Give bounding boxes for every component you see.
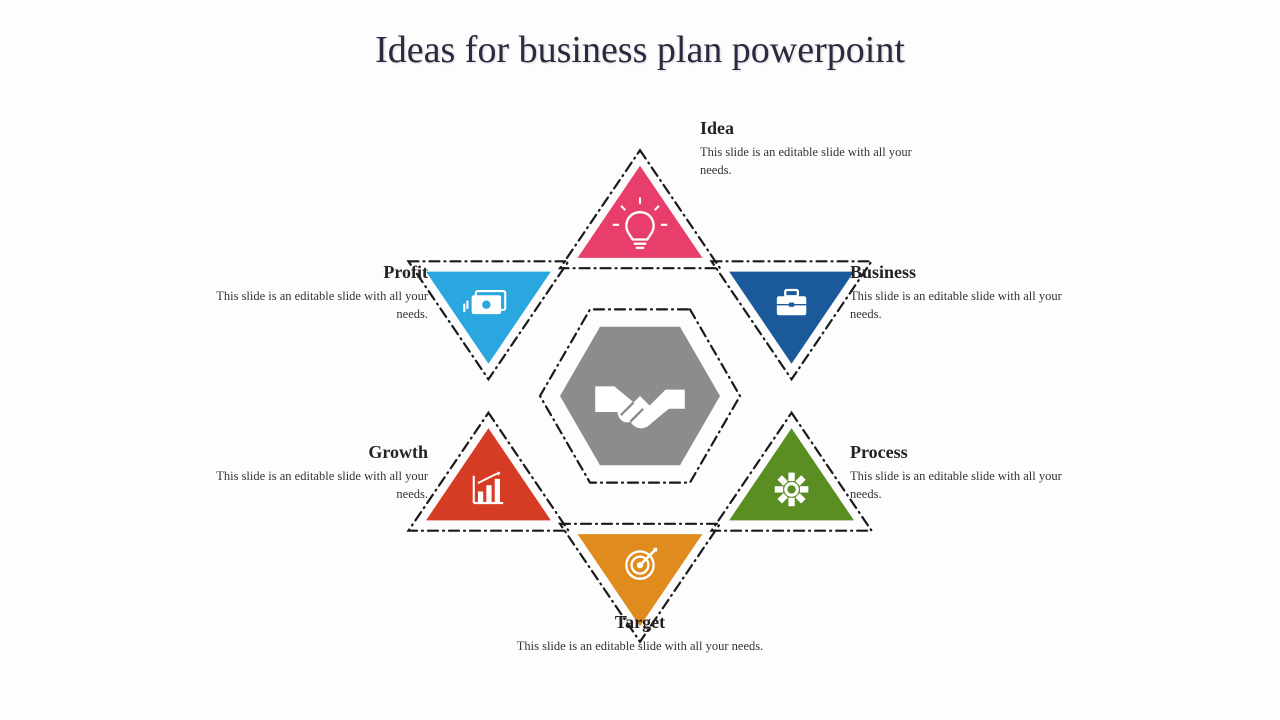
label-profit: Profit This slide is an editable slide w… [208, 262, 428, 323]
star-diagram [360, 116, 920, 676]
label-business: Business This slide is an editable slide… [850, 262, 1070, 323]
label-target-title: Target [510, 612, 770, 633]
inner-triangle-1 [729, 272, 854, 364]
label-growth-desc: This slide is an editable slide with all… [208, 467, 428, 503]
label-profit-title: Profit [208, 262, 428, 283]
gear-icon [775, 473, 809, 507]
label-process: Process This slide is an editable slide … [850, 442, 1070, 503]
label-business-title: Business [850, 262, 1070, 283]
label-growth-title: Growth [208, 442, 428, 463]
label-idea-desc: This slide is an editable slide with all… [700, 143, 920, 179]
inner-triangle-4 [426, 428, 551, 520]
label-process-desc: This slide is an editable slide with all… [850, 467, 1070, 503]
label-idea-title: Idea [700, 118, 920, 139]
slide-title: Ideas for business plan powerpoint [0, 28, 1280, 72]
inner-triangle-5 [426, 272, 551, 364]
label-growth: Growth This slide is an editable slide w… [208, 442, 428, 503]
label-business-desc: This slide is an editable slide with all… [850, 287, 1070, 323]
label-target: Target This slide is an editable slide w… [510, 612, 770, 655]
label-target-desc: This slide is an editable slide with all… [510, 637, 770, 655]
label-profit-desc: This slide is an editable slide with all… [208, 287, 428, 323]
label-process-title: Process [850, 442, 1070, 463]
label-idea: Idea This slide is an editable slide wit… [700, 118, 920, 179]
